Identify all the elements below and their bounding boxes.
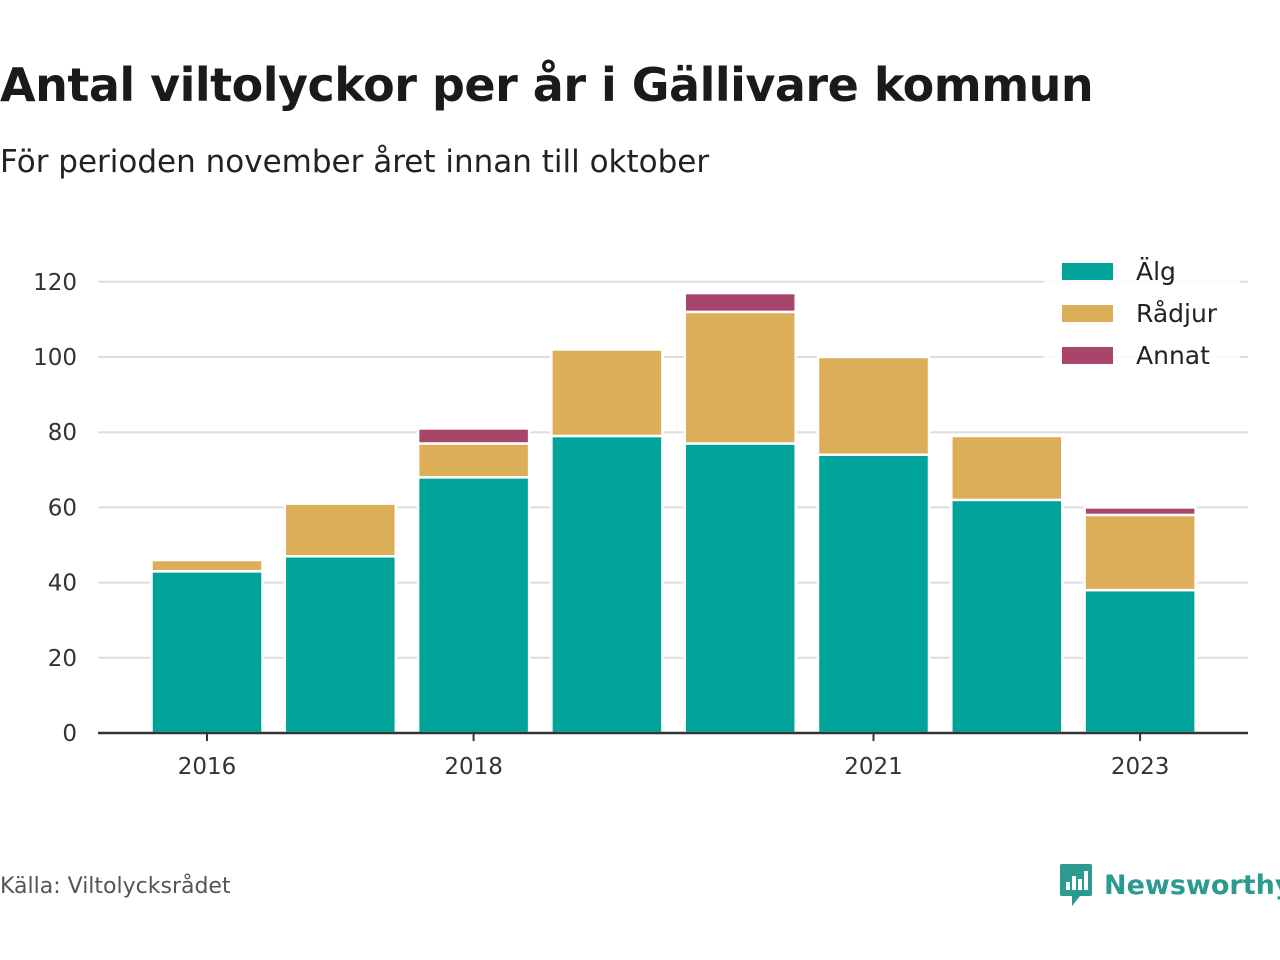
- bar-älg-2021: [816, 453, 931, 735]
- legend-label-älg: Älg: [1136, 257, 1176, 286]
- bar-älg-2022: [950, 498, 1064, 735]
- legend-label-rådjur: Rådjur: [1136, 299, 1218, 328]
- x-tick-label: 2018: [444, 754, 503, 780]
- legend: Älg Rådjur Annat: [1044, 246, 1240, 376]
- y-tick-label: 100: [33, 345, 77, 371]
- bar-rådjur-2022: [950, 434, 1064, 502]
- bar-rådjur-2020: [683, 310, 797, 445]
- y-tick-label: 60: [48, 495, 77, 521]
- y-tick-label: 40: [48, 571, 77, 597]
- x-tick-label: 2016: [178, 754, 237, 780]
- bars: [150, 291, 1197, 735]
- chart-title: Antal viltolyckor per år i Gällivare kom…: [0, 58, 1094, 112]
- bar-annat-2018: [416, 427, 531, 445]
- y-tick-label: 80: [48, 420, 77, 446]
- bar-rådjur-2019: [550, 348, 664, 438]
- bar-rådjur-2016: [150, 558, 264, 573]
- y-tick-label: 20: [48, 646, 77, 672]
- newsworthy-logo-icon: [1060, 864, 1092, 906]
- legend-label-annat: Annat: [1136, 341, 1210, 370]
- bar-älg-2016: [150, 570, 264, 735]
- bar-älg-2019: [550, 434, 664, 735]
- bar-älg-2017: [283, 555, 398, 735]
- legend-swatch-rådjur: [1062, 305, 1113, 322]
- axes: 0 20 40 60 80 100 120 2016 2018 2021 2023: [33, 270, 1248, 780]
- chart-subtitle: För perioden november året innan till ok…: [0, 144, 710, 180]
- brand: Newsworthy: [1058, 862, 1280, 908]
- legend-swatch-annat: [1062, 347, 1113, 364]
- brand-name: Newsworthy: [1104, 869, 1280, 901]
- y-tick-label: 0: [62, 721, 77, 747]
- bar-älg-2020: [683, 442, 797, 735]
- bar-rådjur-2018: [416, 442, 531, 479]
- x-tick-label: 2021: [844, 754, 903, 780]
- x-tick-label: 2023: [1111, 754, 1170, 780]
- bar-annat-2020: [683, 291, 797, 314]
- bar-annat-2023: [1083, 506, 1197, 517]
- source-note: Källa: Viltolycksrådet: [0, 874, 231, 899]
- y-tick-label: 120: [33, 270, 77, 296]
- bar-rådjur-2021: [816, 355, 931, 457]
- bar-rådjur-2017: [283, 502, 398, 558]
- bar-älg-2018: [416, 476, 531, 735]
- bar-älg-2023: [1083, 588, 1197, 735]
- legend-swatch-älg: [1062, 263, 1113, 280]
- bar-rådjur-2023: [1083, 513, 1197, 592]
